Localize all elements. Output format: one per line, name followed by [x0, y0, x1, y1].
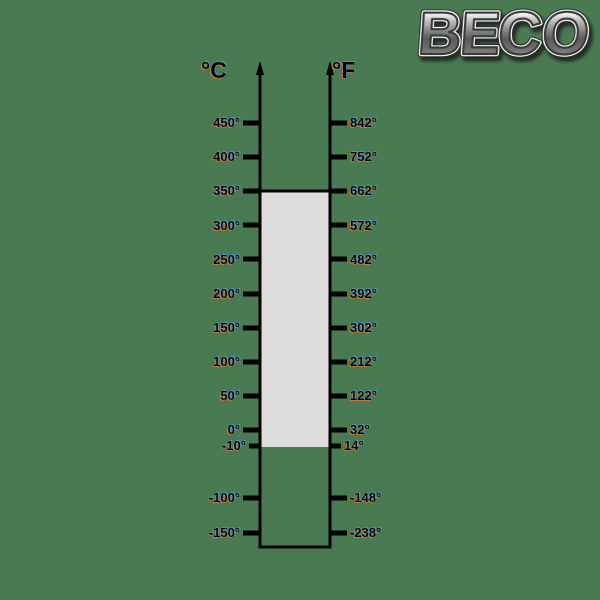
- svg-text:450°: 450°: [213, 115, 240, 130]
- svg-text:300°: 300°: [213, 218, 240, 233]
- svg-text:662°: 662°: [350, 183, 377, 198]
- svg-text:-10°: -10°: [222, 438, 246, 453]
- svg-text:C: C: [496, 0, 544, 67]
- svg-text:B: B: [416, 0, 464, 67]
- svg-text:14°: 14°: [344, 438, 364, 453]
- svg-text:50°: 50°: [220, 388, 240, 403]
- svg-text:842°: 842°: [350, 115, 377, 130]
- svg-text:350°: 350°: [213, 183, 240, 198]
- svg-text:572°: 572°: [350, 218, 377, 233]
- svg-text:100°: 100°: [213, 354, 240, 369]
- svg-text:400°: 400°: [213, 149, 240, 164]
- svg-text:32°: 32°: [350, 422, 370, 437]
- svg-text:752°: 752°: [350, 149, 377, 164]
- svg-text:-238°: -238°: [350, 525, 381, 540]
- svg-text:150°: 150°: [213, 320, 240, 335]
- svg-text:°F: °F: [332, 57, 355, 83]
- svg-text:O: O: [540, 0, 591, 67]
- svg-text:0°: 0°: [228, 422, 240, 437]
- svg-text:212°: 212°: [350, 354, 377, 369]
- svg-text:-148°: -148°: [350, 490, 381, 505]
- svg-text:200°: 200°: [213, 286, 240, 301]
- svg-text:392°: 392°: [350, 286, 377, 301]
- svg-text:-150°: -150°: [209, 525, 240, 540]
- svg-text:°C: °C: [201, 57, 227, 83]
- svg-text:302°: 302°: [350, 320, 377, 335]
- svg-text:122°: 122°: [350, 388, 377, 403]
- svg-text:-100°: -100°: [209, 490, 240, 505]
- svg-text:250°: 250°: [213, 252, 240, 267]
- svg-text:482°: 482°: [350, 252, 377, 267]
